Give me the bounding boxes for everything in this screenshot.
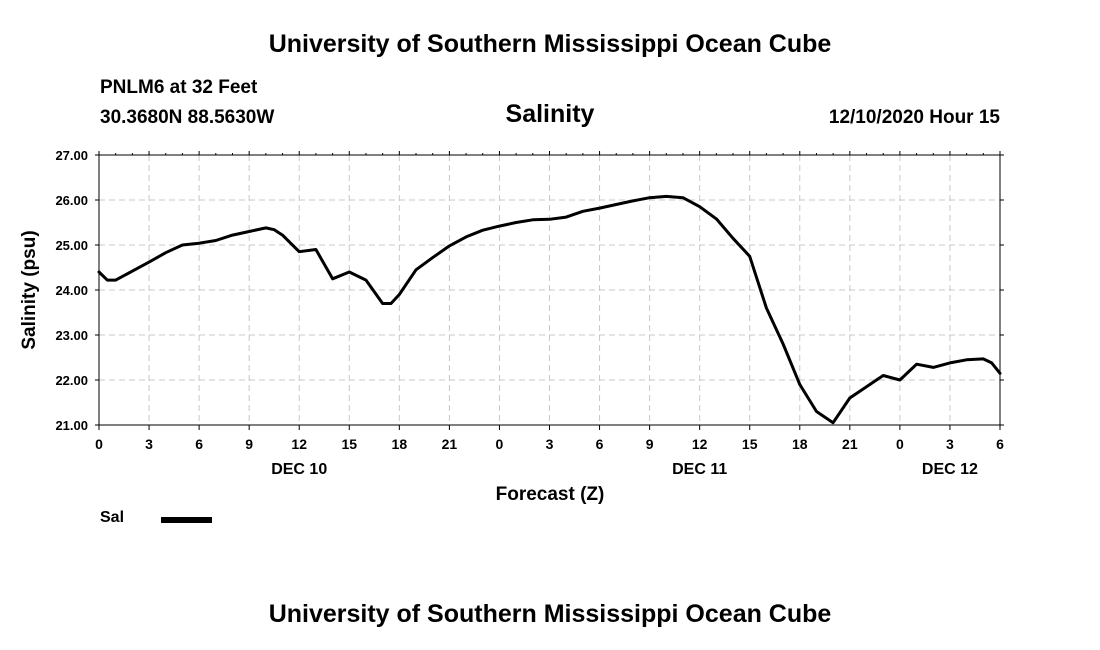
x-tick-label: 9 <box>245 436 253 452</box>
x-axis-title: Forecast (Z) <box>496 484 605 505</box>
x-tick-label: 15 <box>742 436 758 452</box>
x-tick-label: 12 <box>291 436 307 452</box>
parameter-title: Salinity <box>505 100 595 128</box>
footer-title: University of Southern Mississippi Ocean… <box>268 600 832 628</box>
x-tick-label: 12 <box>692 436 708 452</box>
x-tick-label: 3 <box>946 436 954 452</box>
date-label: DEC 12 <box>922 461 978 478</box>
x-tick-label: 9 <box>646 436 654 452</box>
x-tick-label: 0 <box>896 436 904 452</box>
legend-swatch <box>161 517 212 523</box>
x-tick-label: 3 <box>145 436 153 452</box>
x-tick-label: 3 <box>546 436 554 452</box>
x-tick-label: 6 <box>195 436 203 452</box>
x-tick-label: 18 <box>392 436 408 452</box>
legend-label: Sal <box>100 509 125 526</box>
chart-main-title: University of Southern Mississippi Ocean… <box>268 30 832 58</box>
x-tick-label: 21 <box>442 436 458 452</box>
y-axis-title: Salinity (psu) <box>19 230 40 349</box>
y-tick-label: 24.00 <box>55 283 88 298</box>
series-line-sal <box>97 194 1002 425</box>
y-tick-label: 23.00 <box>55 328 88 343</box>
x-tick-label: 6 <box>996 436 1004 452</box>
date-label: DEC 11 <box>672 461 727 478</box>
x-tick-label: 21 <box>842 436 858 452</box>
y-tick-label: 26.00 <box>55 193 88 208</box>
issued-time-label: 12/10/2020 Hour 15 <box>828 107 1000 128</box>
x-tick-label: 6 <box>596 436 604 452</box>
x-tick-label: 15 <box>341 436 357 452</box>
x-tick-label: 18 <box>792 436 808 452</box>
date-label: DEC 10 <box>271 461 327 478</box>
station-label: PNLM6 at 32 Feet <box>100 77 258 98</box>
y-tick-label: 22.00 <box>55 373 88 388</box>
coordinates-label: 30.3680N 88.5630W <box>100 107 275 128</box>
y-tick-label: 27.00 <box>55 148 88 163</box>
y-tick-label: 21.00 <box>55 418 88 433</box>
x-tick-label: 0 <box>95 436 103 452</box>
x-tick-label: 0 <box>496 436 504 452</box>
y-tick-label: 25.00 <box>55 238 88 253</box>
